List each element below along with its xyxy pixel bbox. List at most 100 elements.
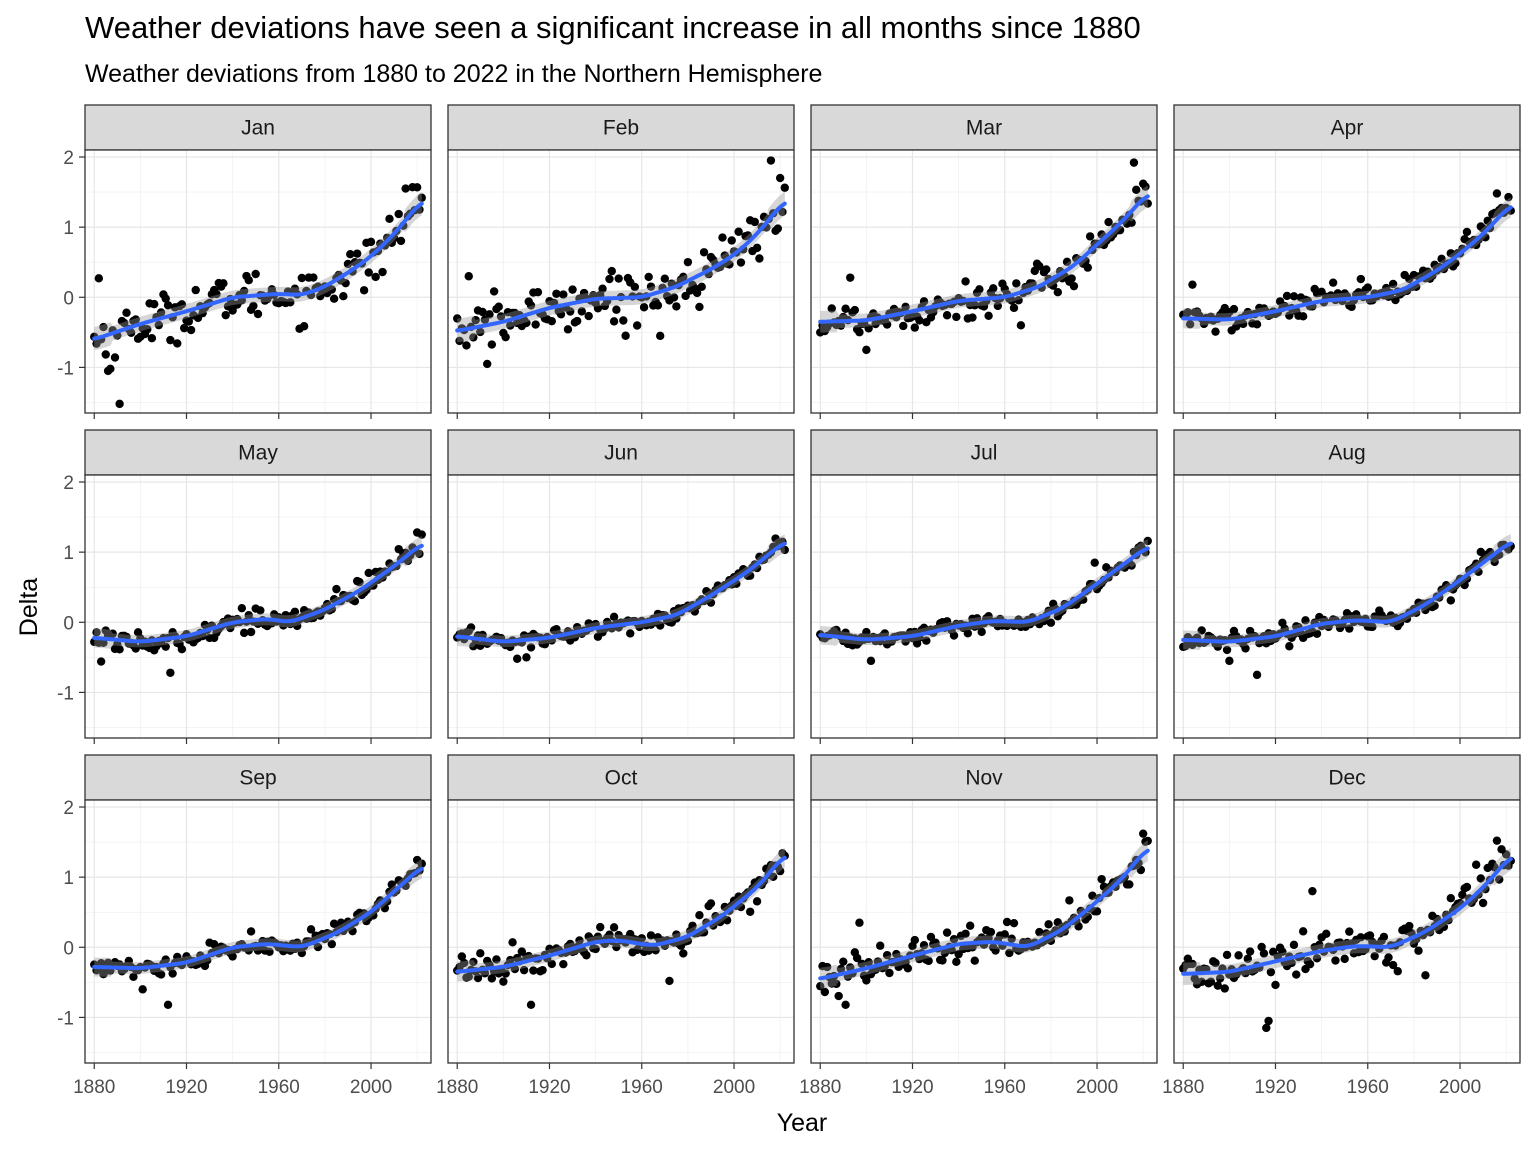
data-point <box>513 654 522 663</box>
data-point <box>1074 922 1083 931</box>
data-point <box>949 935 959 944</box>
data-point <box>469 333 478 342</box>
data-point <box>612 305 621 314</box>
data-point <box>1458 890 1467 900</box>
data-point <box>614 274 623 283</box>
data-point <box>110 353 120 362</box>
data-point <box>841 1000 850 1009</box>
trend-line <box>455 541 787 644</box>
data-point <box>706 598 716 607</box>
data-point <box>533 288 543 297</box>
data-point <box>882 950 892 960</box>
data-point <box>99 322 108 332</box>
data-point <box>612 942 621 952</box>
data-point <box>492 955 501 964</box>
data-point <box>822 962 832 972</box>
confidence-band <box>94 859 422 977</box>
data-point <box>529 966 538 975</box>
data-point <box>688 921 697 930</box>
data-point <box>1243 954 1253 963</box>
data-point <box>734 227 743 236</box>
data-point <box>455 336 464 346</box>
data-point <box>343 259 353 269</box>
data-point <box>1053 287 1063 297</box>
data-point <box>644 272 653 282</box>
panel-sep: Sep -1 0 1 2 1880 1920 1960 2000 <box>57 754 432 1098</box>
data-point <box>596 922 605 932</box>
trend-line <box>455 201 787 333</box>
data-point <box>522 318 531 328</box>
data-point <box>480 969 490 978</box>
data-point <box>161 955 170 964</box>
facet-strip <box>810 104 1158 151</box>
facet-strip-label: Dec <box>1328 767 1365 790</box>
y-tick-label: -1 <box>57 683 74 704</box>
x-tick-label: 1960 <box>621 1077 663 1098</box>
data-point <box>1393 967 1402 976</box>
panel-dec: Dec 1880 1920 1960 2000 <box>1162 754 1521 1098</box>
data-point <box>1363 283 1372 292</box>
data-point <box>1181 641 1190 651</box>
data-point <box>862 976 871 985</box>
x-tick-label: 1960 <box>258 1077 300 1098</box>
data-point <box>605 274 614 284</box>
data-point <box>485 310 494 319</box>
data-point <box>1305 959 1315 969</box>
data-point <box>459 958 469 968</box>
data-point <box>989 284 998 293</box>
x-tick-label: 2000 <box>350 1077 392 1098</box>
data-point <box>986 927 996 937</box>
data-point <box>692 288 702 298</box>
facet-strip <box>447 754 795 801</box>
data-point <box>977 933 986 942</box>
data-point <box>290 607 300 616</box>
data-point <box>339 292 348 301</box>
data-point <box>163 301 173 310</box>
data-point <box>1049 281 1058 290</box>
data-point <box>919 941 929 950</box>
x-tick-label: 1920 <box>891 1077 933 1098</box>
data-point <box>506 955 515 965</box>
chart-title: Weather deviations have seen a significa… <box>85 10 1141 45</box>
data-point <box>1289 292 1299 301</box>
data-point <box>1257 942 1266 952</box>
data-point <box>862 627 871 637</box>
data-point <box>924 956 933 966</box>
data-point <box>695 910 704 920</box>
x-tick-label: 1960 <box>984 1077 1026 1098</box>
data-point <box>1009 918 1019 928</box>
data-point <box>1301 616 1310 625</box>
facet-strip <box>447 104 795 151</box>
data-point <box>1188 280 1197 289</box>
data-point <box>510 964 520 974</box>
trend-line <box>818 194 1150 324</box>
data-point <box>632 321 642 330</box>
data-point <box>1278 947 1287 956</box>
data-point <box>876 941 885 950</box>
data-point <box>1083 263 1093 272</box>
data-point <box>161 642 170 651</box>
data-point <box>646 282 656 291</box>
data-point <box>1271 980 1280 990</box>
data-point <box>1069 281 1079 291</box>
data-point <box>476 949 485 958</box>
data-point <box>968 313 977 322</box>
facet-strip-label: Apr <box>1331 117 1364 140</box>
data-point <box>621 331 630 340</box>
data-point <box>1215 974 1225 983</box>
data-point <box>131 315 140 324</box>
data-point <box>1143 199 1152 208</box>
data-point <box>489 287 499 296</box>
data-point <box>1241 968 1250 978</box>
data-point <box>126 328 136 337</box>
data-point <box>1197 626 1206 635</box>
data-point <box>306 925 316 934</box>
data-point <box>483 359 492 369</box>
data-point <box>766 156 776 165</box>
data-point <box>1388 279 1398 289</box>
x-tick-label: 1920 <box>528 1077 570 1098</box>
panel-jan: Jan -1 0 1 2 <box>57 104 432 419</box>
data-point <box>106 364 115 374</box>
data-point <box>570 633 580 642</box>
